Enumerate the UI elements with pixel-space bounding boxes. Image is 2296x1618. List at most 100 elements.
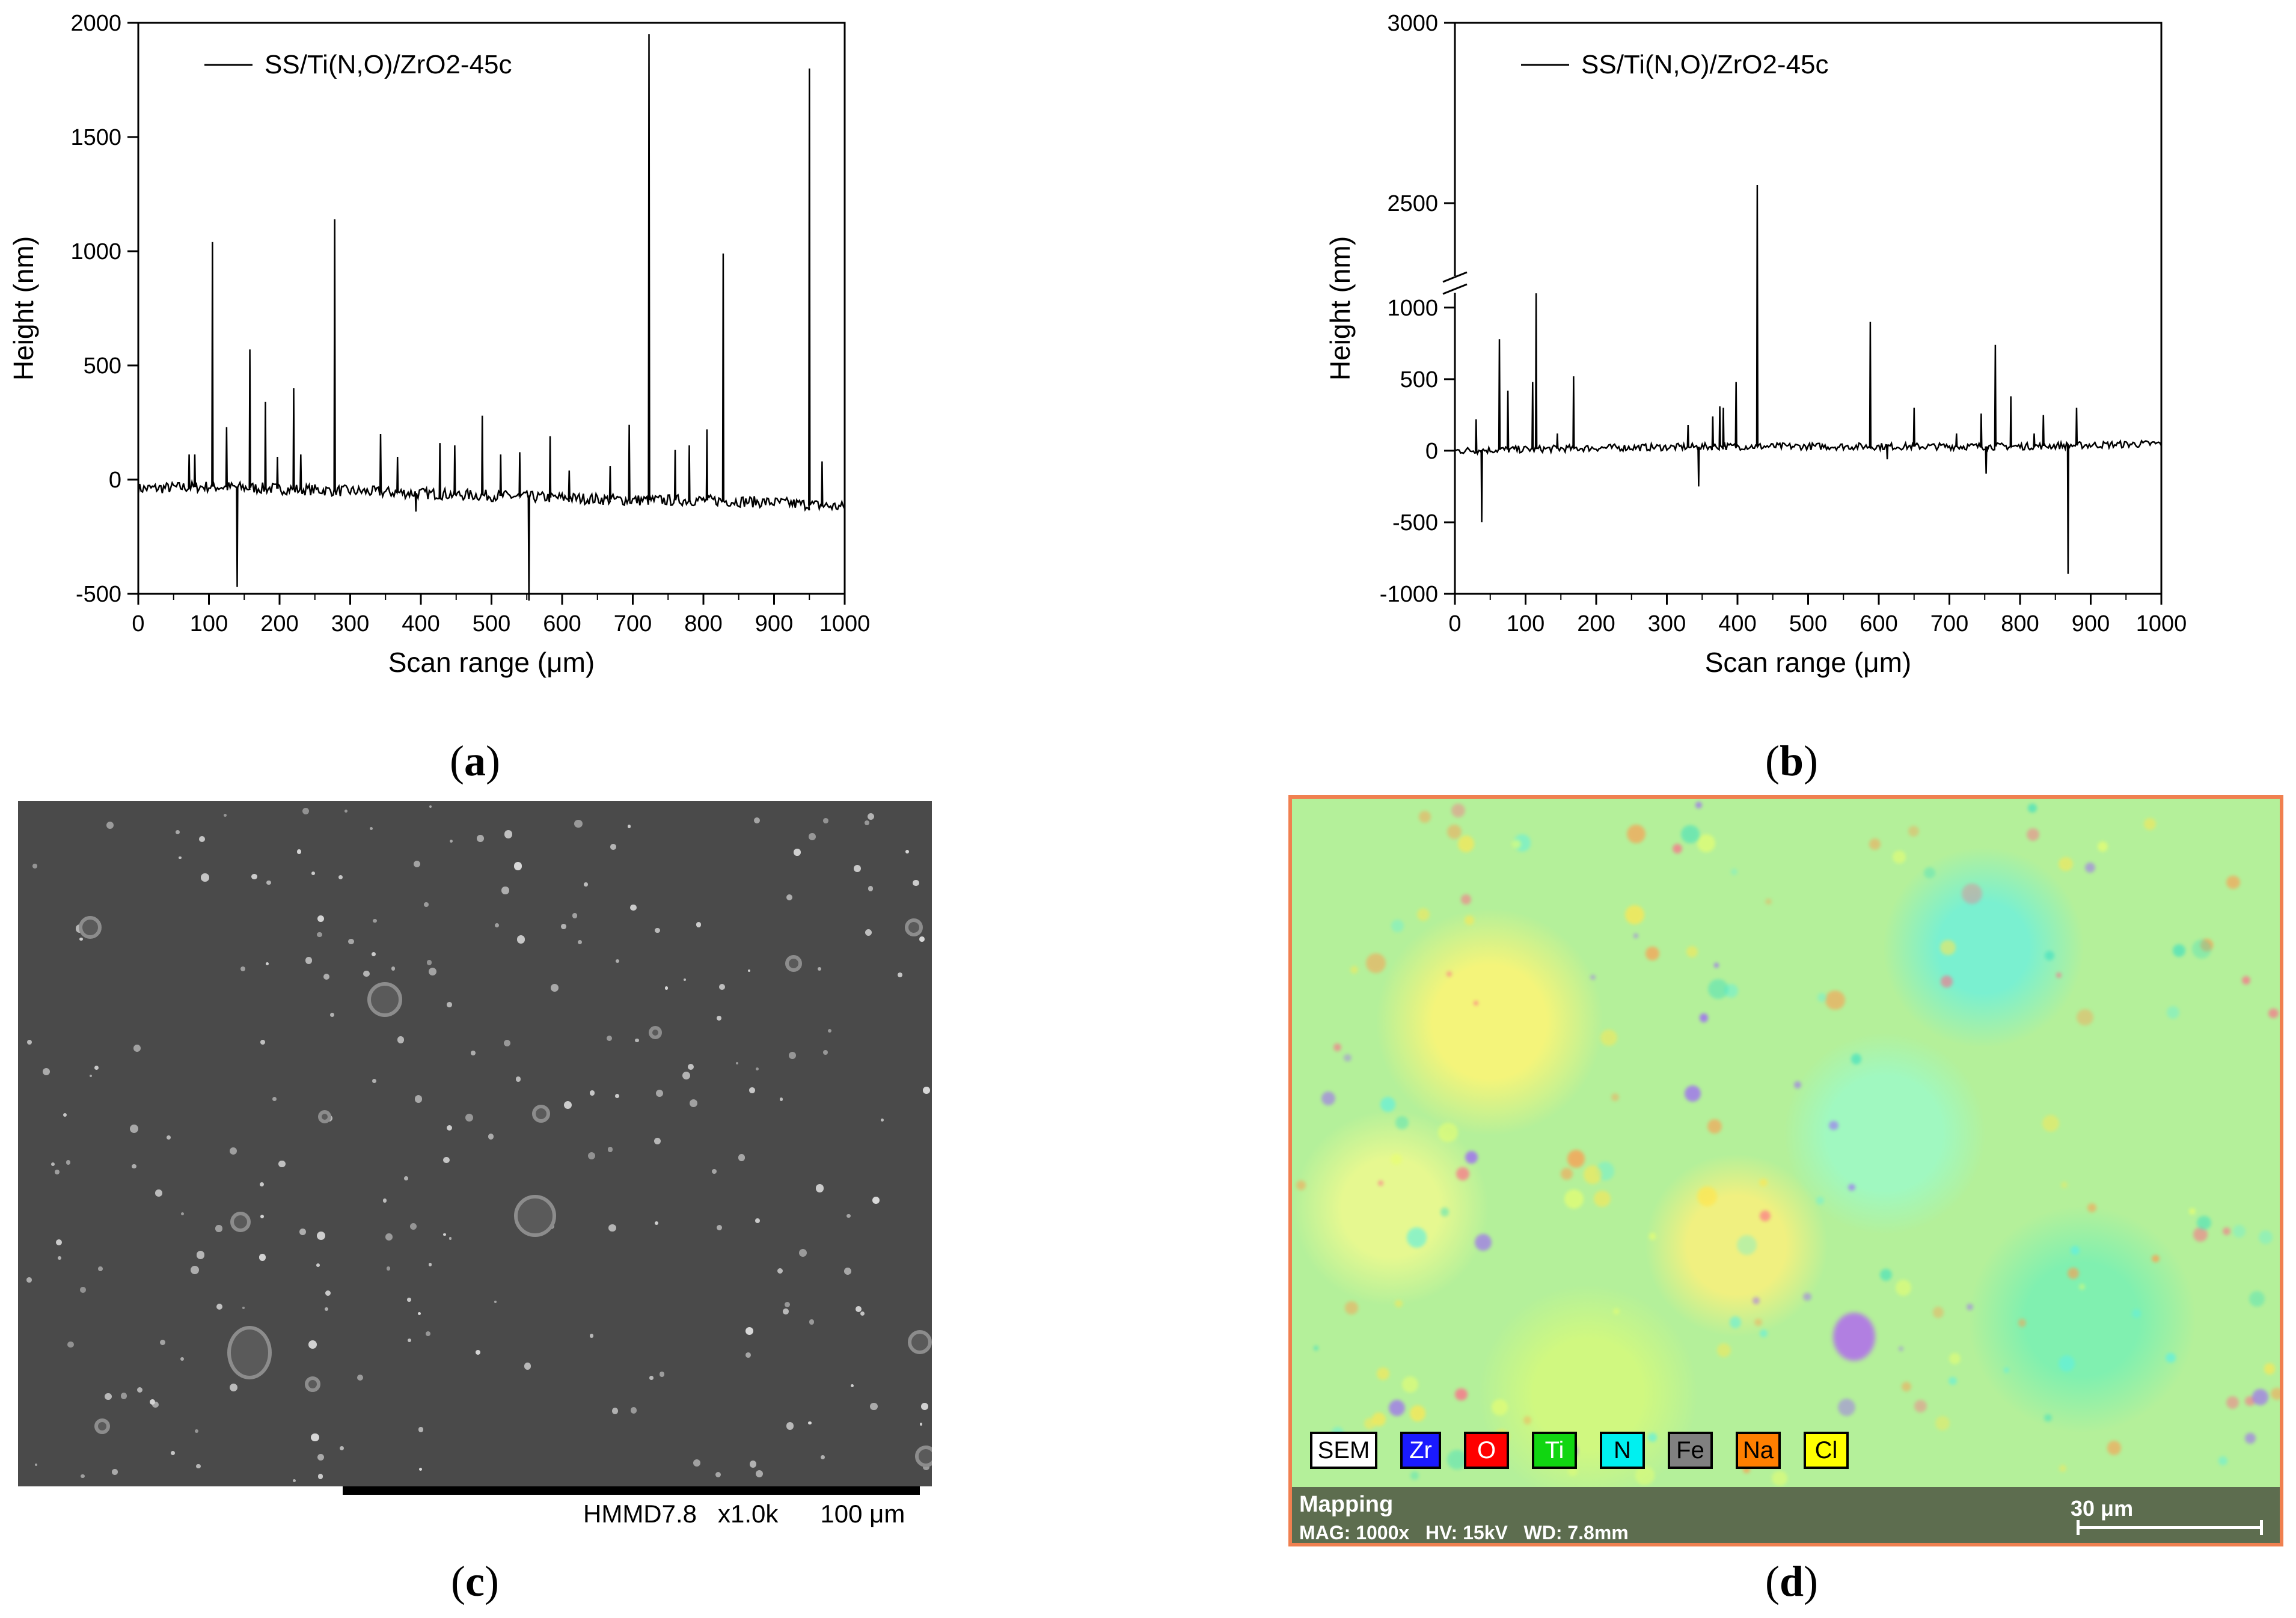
eds-element-spot xyxy=(2249,1291,2265,1307)
sem-particle xyxy=(98,1266,103,1271)
eds-element-spot xyxy=(1869,838,1881,850)
sem-particle xyxy=(488,1133,494,1140)
eds-element-spot xyxy=(2056,972,2062,978)
sem-particle xyxy=(242,1307,245,1310)
sem-particle xyxy=(738,1154,745,1161)
eds-element-spot xyxy=(1567,1150,1585,1168)
sem-particle xyxy=(447,1002,453,1008)
sem-particle xyxy=(822,818,828,824)
x-tick-label: 200 xyxy=(1577,611,1615,637)
sem-particle xyxy=(588,1152,596,1160)
eds-element-spot xyxy=(1933,1307,1944,1318)
eds-footer: Mapping MAG: 1000x HV: 15kV WD: 7.8mm 30… xyxy=(1292,1487,2280,1543)
eds-element-spot xyxy=(2241,975,2250,985)
sem-particle xyxy=(696,922,702,927)
sem-particle xyxy=(105,1393,112,1400)
eds-element-spot xyxy=(1681,825,1700,844)
sem-particle xyxy=(782,1308,789,1315)
eds-element-spot xyxy=(2028,804,2037,813)
sem-particle xyxy=(409,1223,417,1230)
eds-element-spot xyxy=(1474,1000,1479,1006)
eds-element-spot xyxy=(2077,1009,2093,1026)
eds-element-spot xyxy=(1389,1399,1406,1416)
sem-particle xyxy=(363,970,370,977)
sem-particle xyxy=(106,821,114,829)
eds-element-spot xyxy=(2264,1363,2276,1375)
sem-particle xyxy=(94,1065,99,1070)
x-tick-label: 600 xyxy=(543,611,581,637)
eds-element-spot xyxy=(1600,1029,1617,1046)
sem-crater xyxy=(230,1212,251,1232)
sem-particle xyxy=(817,967,821,971)
sem-particle xyxy=(683,978,687,981)
eds-element-spot xyxy=(1892,850,1906,864)
eds-element-spot xyxy=(2252,1388,2268,1405)
sem-crater xyxy=(79,916,102,939)
axis-break-mark xyxy=(1442,271,1468,283)
sem-particle xyxy=(853,865,862,873)
sem-particle xyxy=(179,856,182,859)
sem-particle xyxy=(630,1407,637,1414)
sem-particle xyxy=(266,880,271,885)
eds-element-spot xyxy=(1560,1168,1573,1180)
eds-element-spot xyxy=(1418,810,1431,823)
eds-element-spot xyxy=(1816,1197,1825,1205)
sem-particle xyxy=(423,902,429,907)
x-tick-label: 100 xyxy=(1507,611,1544,637)
eds-element-spot xyxy=(1649,1233,1656,1240)
y-tick-label: 2000 xyxy=(70,11,121,36)
sem-particle xyxy=(58,1256,62,1260)
sem-particle xyxy=(419,1468,423,1471)
eds-element-spot xyxy=(1754,1318,1762,1326)
sem-particle xyxy=(372,1078,376,1083)
y-tick-label: -500 xyxy=(76,582,121,607)
sem-particle xyxy=(316,1263,320,1267)
sem-particle xyxy=(170,1450,175,1455)
sem-particle xyxy=(788,1051,796,1059)
eds-element-spot xyxy=(2132,1308,2141,1318)
sem-particle xyxy=(66,1160,71,1165)
sem-particle xyxy=(266,962,269,966)
eds-element-spot xyxy=(1410,1471,1419,1480)
x-tick-label: 0 xyxy=(132,611,144,637)
sem-particle xyxy=(664,986,669,990)
caption-d: (d) xyxy=(1765,1557,1818,1605)
eds-element-spot xyxy=(1772,1470,1787,1486)
sem-particle xyxy=(42,1067,51,1075)
sem-particle xyxy=(317,915,324,922)
eds-element-spot xyxy=(1624,905,1645,925)
eds-element-spot xyxy=(1753,1296,1760,1304)
eds-element-spot xyxy=(1406,1227,1427,1248)
eds-element-spot xyxy=(1743,1466,1750,1473)
eds-element-spot xyxy=(1899,1346,1904,1351)
sem-particle xyxy=(693,1459,700,1467)
sem-particle xyxy=(89,1074,93,1078)
axis-break-mark xyxy=(1442,283,1468,295)
x-tick-label: 900 xyxy=(2072,611,2110,637)
sem-particle xyxy=(655,928,660,933)
eds-element-spot xyxy=(1416,908,1430,921)
eds-element-spot xyxy=(1833,1313,1875,1361)
sem-particle xyxy=(504,830,513,838)
sem-particle xyxy=(443,1233,446,1236)
eds-element-spot xyxy=(1409,1405,1426,1421)
eds-scale-bar xyxy=(2077,1520,2263,1535)
x-tick-label: 800 xyxy=(684,611,722,637)
eds-element-spot xyxy=(1967,1304,1974,1311)
eds-element-spot xyxy=(1695,802,1703,808)
eds-element-spot xyxy=(1879,1269,1892,1281)
sem-particle xyxy=(67,1341,74,1348)
sem-particle xyxy=(414,1095,423,1104)
sem-particle xyxy=(501,887,509,894)
sem-particle xyxy=(79,937,83,941)
sem-particle xyxy=(823,1050,828,1055)
eds-element-spot xyxy=(1492,1399,1508,1415)
sem-particle xyxy=(447,1125,453,1131)
eds-legend-item: Ti xyxy=(1532,1432,1577,1469)
eds-element-spot xyxy=(1377,1367,1390,1380)
eds-element-spot xyxy=(1765,898,1772,905)
x-tick-label: 500 xyxy=(1789,611,1827,637)
eds-element-spot xyxy=(1848,1183,1855,1191)
eds-element-spot xyxy=(2079,1284,2085,1290)
sem-particle xyxy=(329,1012,334,1017)
